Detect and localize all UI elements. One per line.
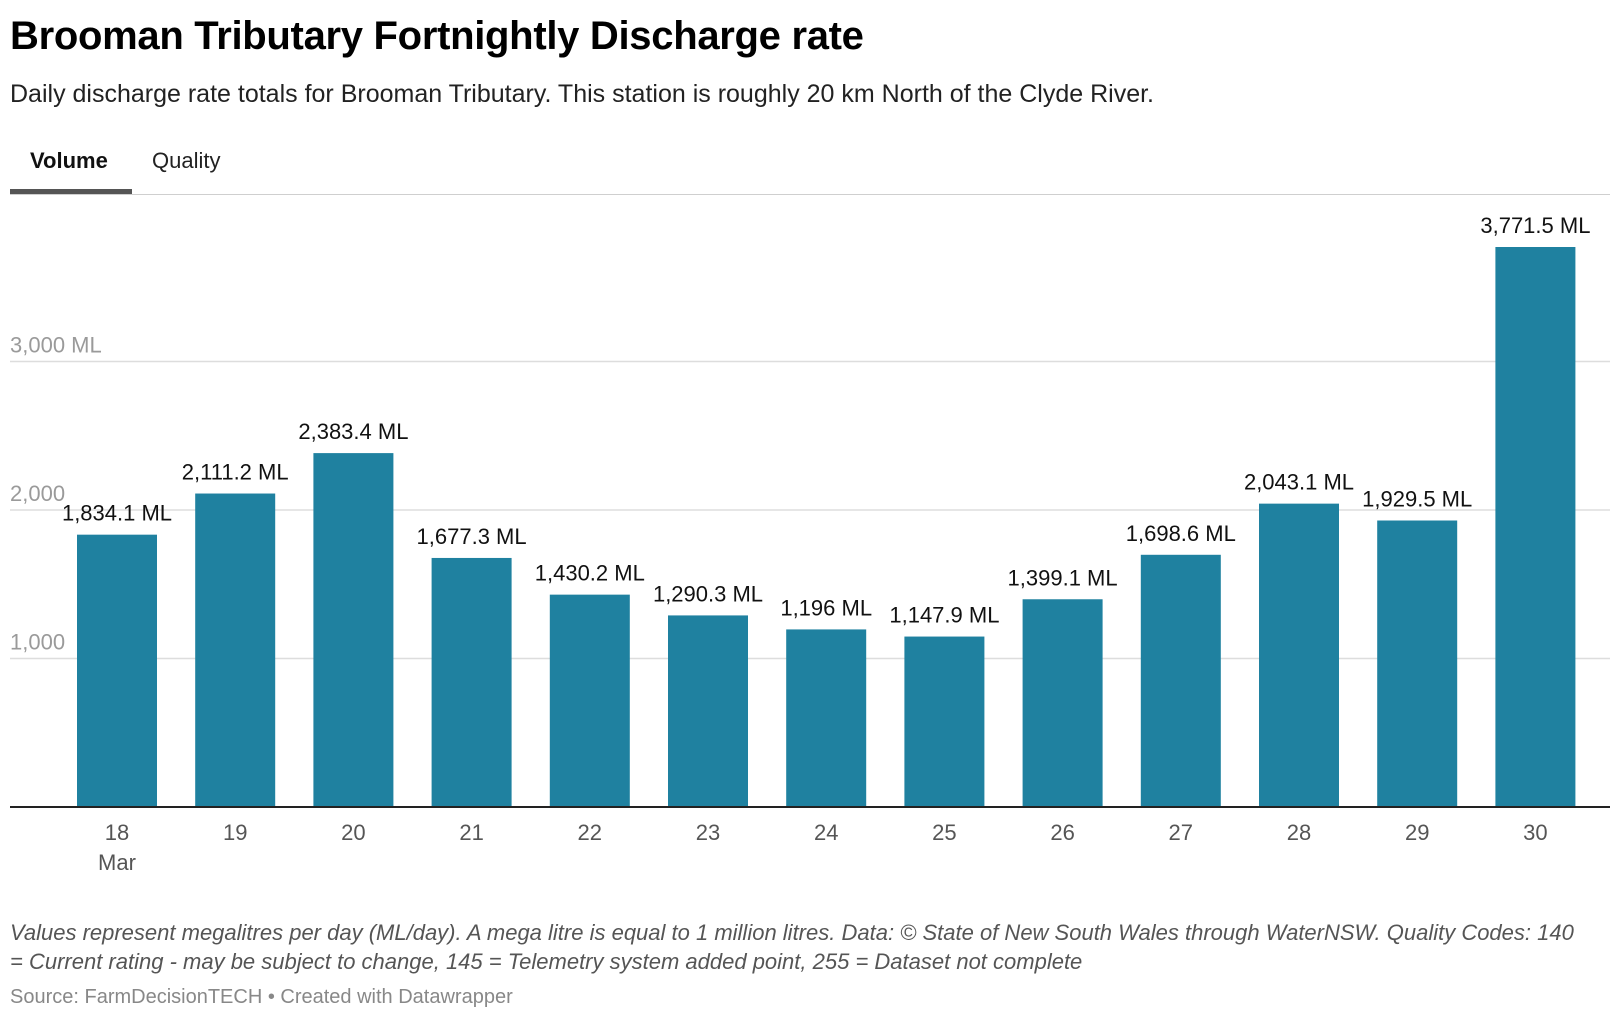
x-tick-label: 22 [578,820,602,845]
bar-chart: 1,000 2,000 3,000 ML 1,834.1 ML 18 2,111.2 ML… [10,213,1610,875]
x-tick-label: 26 [1050,820,1074,845]
bar [786,629,867,807]
bar [77,534,157,807]
data-label: 1,834.1 ML [62,501,172,526]
x-tick-label: 25 [932,820,956,845]
x-tick-label: 30 [1523,820,1547,845]
x-tick-label: 21 [459,820,483,845]
x-tick-label: 28 [1287,820,1311,845]
data-label: 1,196 ML [780,595,872,620]
data-label: 2,111.2 ML [182,460,289,485]
data-label: 1,147.9 ML [889,603,999,628]
data-label: 1,399.1 ML [1008,565,1118,590]
x-tick-label: 23 [696,820,720,845]
tab-volume[interactable]: Volume [30,148,108,173]
bar [668,615,748,807]
tab-quality[interactable]: Quality [152,148,221,173]
chart-notes: Values represent megalitres per day (ML/… [10,920,1574,974]
bar [1140,554,1221,807]
active-tab-indicator [10,189,132,194]
data-label: 1,929.5 ML [1362,487,1472,512]
bar [1022,599,1103,807]
chart-title: Brooman Tributary Fortnightly Discharge … [10,14,864,58]
chart-subtitle: Daily discharge rate totals for Brooman … [10,80,1155,108]
x-tick-label: 24 [814,820,838,845]
x-tick-label: 20 [341,820,365,845]
chart-source: Source: FarmDecisionTECH • Created with … [10,986,513,1008]
bar [1377,520,1458,807]
bar [1259,503,1339,807]
x-tick-label: 18 [105,820,129,845]
data-label: 1,290.3 ML [653,581,763,606]
bar [313,453,394,807]
bar [904,636,985,807]
x-tick-label: 29 [1405,820,1429,845]
bar [431,557,512,807]
data-label: 1,698.6 ML [1126,521,1236,546]
y-tick-label: 2,000 [10,481,65,506]
data-label: 2,383.4 ML [298,419,408,444]
x-tick-label: 19 [223,820,247,845]
y-tick-label: 3,000 ML [10,333,102,358]
data-label: 3,771.5 ML [1480,213,1590,238]
bar [549,594,630,807]
data-label: 1,430.2 ML [535,561,645,586]
tab-bar: Volume Quality [10,140,1610,195]
x-month-label: Mar [98,850,136,875]
y-tick-label: 1,000 [10,630,65,655]
data-label: 2,043.1 ML [1244,470,1354,495]
bar [1495,247,1576,807]
data-label: 1,677.3 ML [417,524,527,549]
x-tick-label: 27 [1169,820,1193,845]
bar [195,493,276,807]
